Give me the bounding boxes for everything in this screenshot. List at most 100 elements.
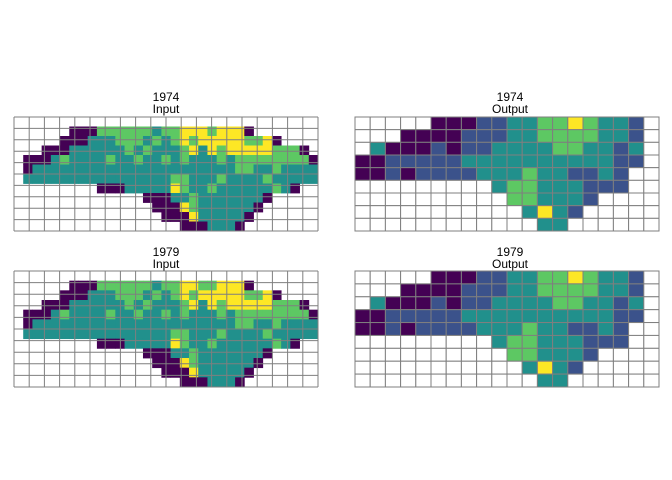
map-cell [170, 183, 181, 194]
map-cell [87, 164, 98, 175]
grid-cell [491, 373, 508, 388]
grid-cell [369, 167, 386, 181]
grid-cell [582, 309, 599, 324]
map-cell [152, 164, 162, 175]
grid-cell [476, 296, 493, 311]
grid-cell [536, 154, 554, 169]
grid-cell [354, 360, 371, 375]
map-cell [225, 290, 236, 301]
map-cell [235, 183, 245, 194]
map-cell [262, 164, 273, 175]
map-cell [198, 136, 208, 146]
grid-cell [521, 334, 538, 349]
grid-cell [430, 322, 447, 336]
map-cell [299, 174, 310, 184]
grid-cell [445, 322, 462, 336]
grid-cell [476, 270, 493, 285]
map-cell [69, 329, 79, 340]
grid-cell [582, 347, 599, 362]
map-cell [207, 338, 218, 349]
map-cell [170, 290, 181, 301]
map-cell [23, 174, 33, 184]
map-cell [69, 174, 79, 184]
grid-cell [597, 167, 614, 181]
grid-cell [582, 116, 599, 131]
map-cell [78, 319, 89, 330]
grid-cell [552, 192, 569, 207]
map-cell [32, 164, 43, 175]
map-cell [133, 183, 144, 194]
grid-cell [643, 154, 660, 169]
grid-cell [536, 179, 554, 194]
grid-cell [582, 154, 599, 169]
grid-cell [628, 217, 645, 232]
map-cell [290, 319, 300, 330]
grid-cell [400, 205, 417, 219]
grid-cell [400, 270, 417, 285]
grid-cell [643, 373, 660, 388]
grid-cell [597, 360, 614, 375]
grid-cell [567, 296, 584, 311]
grid-cell [567, 205, 584, 219]
map-cell [152, 280, 162, 291]
grid-cell [354, 296, 371, 311]
grid-cell [430, 192, 447, 207]
grid-cell [536, 129, 554, 143]
map-cell [142, 348, 153, 359]
grid-cell [552, 205, 569, 219]
map-cell [69, 145, 79, 156]
map-cell [207, 348, 218, 359]
map-cell [189, 377, 199, 388]
map-cell [253, 183, 264, 194]
grid-cell [476, 116, 493, 131]
map-cell [253, 155, 264, 165]
grid-cell [612, 360, 630, 375]
grid-cell [536, 373, 554, 388]
grid-cell [597, 205, 614, 219]
map-cell [244, 164, 254, 175]
map-cell [189, 319, 199, 330]
grid-cell [628, 116, 645, 131]
map-cell [244, 126, 254, 137]
grid-cell [445, 334, 462, 349]
panel-title-label: Input [153, 257, 180, 271]
map-cell [235, 358, 245, 369]
map-cell [244, 136, 254, 146]
map-cell [198, 126, 208, 137]
grid-cell [400, 309, 417, 324]
map-cell [299, 164, 310, 175]
map-cell [124, 136, 135, 146]
map-cell [207, 221, 218, 232]
grid-cell [384, 322, 402, 336]
map-cell [198, 212, 208, 222]
map-cell [235, 367, 245, 378]
map-cell [106, 136, 116, 146]
map-cell [216, 348, 227, 359]
grid-cell [643, 334, 660, 349]
map-cell [207, 183, 218, 194]
grid-cell [612, 347, 630, 362]
map-cell [290, 164, 300, 175]
map-cell [142, 136, 153, 146]
grid-cell [491, 309, 508, 324]
grid-cell [552, 270, 569, 285]
map-cell [189, 309, 199, 320]
map-cell [216, 155, 227, 165]
map-cell [60, 319, 70, 330]
grid-cell [536, 283, 554, 298]
grid-cell [643, 167, 660, 181]
map-cell [271, 164, 282, 175]
grid-cell [643, 322, 660, 336]
map-cell [262, 145, 273, 156]
map-cell [78, 155, 89, 165]
grid-cell [643, 192, 660, 207]
grid-cell [460, 360, 478, 375]
grid-cell [491, 141, 508, 156]
map-cell [69, 309, 79, 320]
grid-cell [369, 116, 386, 131]
grid-cell [430, 270, 447, 285]
map-cell [216, 319, 227, 330]
grid-cell [476, 360, 493, 375]
grid-cell [506, 154, 523, 169]
map-cell [60, 155, 70, 165]
